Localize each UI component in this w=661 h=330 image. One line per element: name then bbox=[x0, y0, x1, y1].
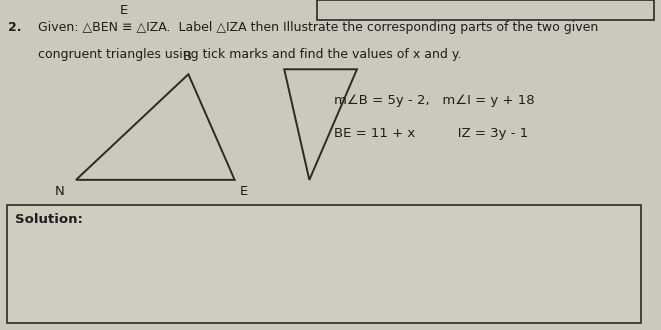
Text: N: N bbox=[55, 185, 65, 198]
FancyBboxPatch shape bbox=[7, 205, 641, 323]
Text: Given: △BEN ≡ △IZA.  Label △IZA then Illustrate the corresponding parts of the t: Given: △BEN ≡ △IZA. Label △IZA then Illu… bbox=[38, 21, 599, 34]
Text: 2.: 2. bbox=[8, 21, 21, 34]
Text: E: E bbox=[239, 185, 247, 198]
Text: congruent triangles using tick marks and find the values of x and y.: congruent triangles using tick marks and… bbox=[38, 48, 462, 61]
Text: B: B bbox=[182, 50, 192, 63]
Text: m∠B = 5y - 2,   m∠I = y + 18: m∠B = 5y - 2, m∠I = y + 18 bbox=[334, 94, 535, 107]
Text: Solution:: Solution: bbox=[15, 213, 83, 226]
Text: BE = 11 + x          IZ = 3y - 1: BE = 11 + x IZ = 3y - 1 bbox=[334, 127, 528, 140]
Text: E: E bbox=[120, 4, 128, 17]
